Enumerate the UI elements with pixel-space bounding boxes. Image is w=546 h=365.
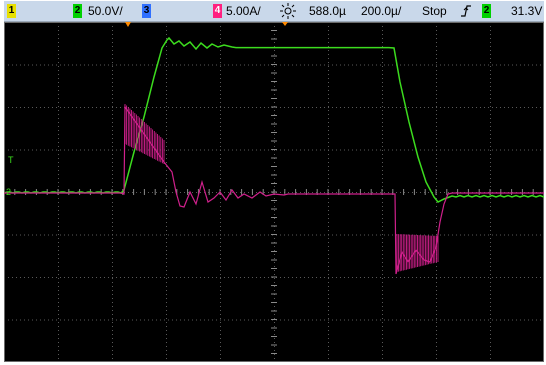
- channel-2-ground-marker[interactable]: 2: [6, 187, 11, 197]
- waveform-canvas: T 2: [4, 22, 544, 362]
- channel-1-indicator[interactable]: 1: [7, 4, 16, 18]
- current-ringing-rise: [124, 104, 165, 164]
- delay-marker[interactable]: [282, 22, 288, 26]
- channel-4-scale[interactable]: 5.00A/: [226, 4, 261, 18]
- trigger-level-readout[interactable]: 31.3V: [511, 4, 543, 18]
- graticule: [4, 22, 544, 362]
- rising-edge-icon: [459, 1, 473, 21]
- current-trace: [4, 105, 544, 275]
- channel-4-indicator[interactable]: 4: [213, 4, 222, 18]
- channel-3-indicator[interactable]: 3: [142, 4, 151, 18]
- trigger-level-marker[interactable]: T: [8, 155, 14, 165]
- waveform-display[interactable]: T 2: [4, 22, 544, 362]
- sun-icon: [277, 1, 299, 21]
- run-state[interactable]: Stop: [422, 4, 447, 18]
- status-bar: 1 2 50.0V/ 3 4 5.00A/ 588.0µ 200.0µ/ Sto…: [4, 1, 544, 22]
- timebase-readout[interactable]: 200.0µ/: [361, 4, 402, 18]
- trigger-source-indicator[interactable]: 2: [482, 4, 491, 18]
- current-ringing-fall: [396, 234, 439, 272]
- channel-2-indicator[interactable]: 2: [73, 4, 82, 18]
- delay-readout[interactable]: 588.0µ: [309, 4, 346, 18]
- trigger-position-marker[interactable]: [125, 22, 131, 27]
- channel-2-scale[interactable]: 50.0V/: [88, 4, 123, 18]
